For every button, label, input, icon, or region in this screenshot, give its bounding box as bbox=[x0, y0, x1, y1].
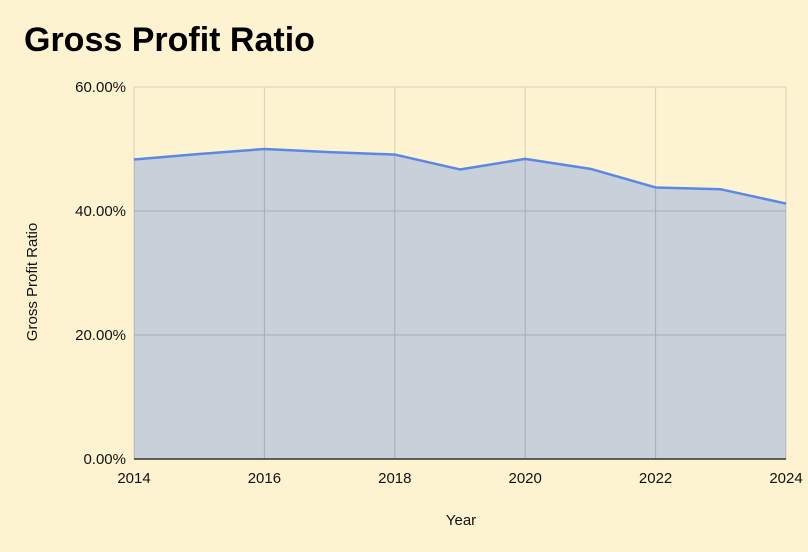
y-axis-title: Gross Profit Ratio bbox=[24, 223, 41, 341]
x-tick-label: 2018 bbox=[378, 470, 411, 487]
area-series bbox=[133, 147, 787, 459]
x-tick-label: 2024 bbox=[769, 470, 802, 487]
y-tick-label: 40.00% bbox=[75, 203, 126, 220]
x-tick-label: 2020 bbox=[509, 470, 542, 487]
x-tick-label: 2022 bbox=[639, 470, 672, 487]
series-line bbox=[133, 147, 787, 205]
tick-labels: 2014 2016 2018 2020 2022 2024 0.00% 20.00% 40.00… bbox=[75, 79, 803, 487]
x-tick-label: 2014 bbox=[117, 470, 150, 487]
chart-title: Gross Profit Ratio bbox=[24, 21, 315, 59]
y-tick-label: 0.00% bbox=[83, 451, 126, 468]
y-tick-label: 20.00% bbox=[75, 327, 126, 344]
x-tick-label: 2016 bbox=[248, 470, 281, 487]
y-tick-label: 60.00% bbox=[75, 79, 126, 96]
grid-over-area bbox=[134, 149, 786, 459]
area-fill bbox=[134, 149, 786, 459]
x-axis-title: Year bbox=[446, 512, 476, 529]
